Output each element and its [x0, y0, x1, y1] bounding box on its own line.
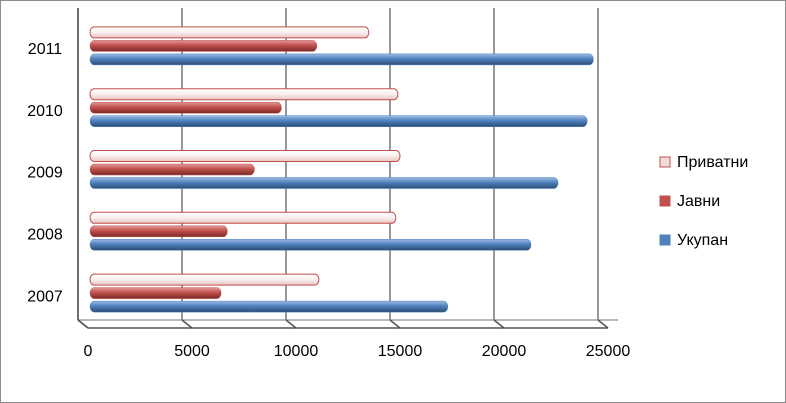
tick-mark [77, 319, 89, 329]
y-tick-label: 2011 [28, 41, 63, 58]
y-tick-label: 2007 [27, 288, 63, 305]
bar [89, 300, 449, 313]
bar [89, 225, 228, 238]
bar [89, 53, 594, 66]
y-tick-label: 2009 [27, 165, 63, 182]
bar [89, 115, 588, 127]
x-tick-label: 0 [84, 343, 93, 360]
x-tick-label: 15000 [378, 343, 423, 360]
legend-label: Приватни [677, 154, 748, 171]
bar [89, 88, 399, 101]
bar [89, 101, 282, 114]
legend-swatch [659, 195, 671, 207]
bar [89, 163, 255, 176]
bar [89, 287, 222, 299]
tick-mark [493, 319, 505, 329]
legend-label: Укупан [677, 232, 728, 249]
bar [89, 150, 401, 162]
bar [89, 40, 318, 52]
bar [89, 211, 397, 224]
legend-swatch [659, 156, 671, 168]
legend-label: Јавни [677, 193, 720, 210]
y-tick-label: 2008 [27, 227, 63, 244]
tick-mark [597, 319, 609, 329]
tick-mark [181, 319, 193, 329]
x-tick-label: 25000 [586, 343, 631, 360]
tick-mark [389, 319, 401, 329]
bar [89, 26, 370, 39]
bar [89, 239, 532, 251]
tick-mark [285, 319, 297, 329]
bar [89, 177, 559, 189]
legend-swatch [659, 234, 671, 246]
y-tick-label: 2010 [27, 103, 63, 120]
bar [89, 273, 320, 286]
x-tick-label: 20000 [482, 343, 527, 360]
x-tick-label: 10000 [274, 343, 319, 360]
x-tick-label: 5000 [174, 343, 210, 360]
